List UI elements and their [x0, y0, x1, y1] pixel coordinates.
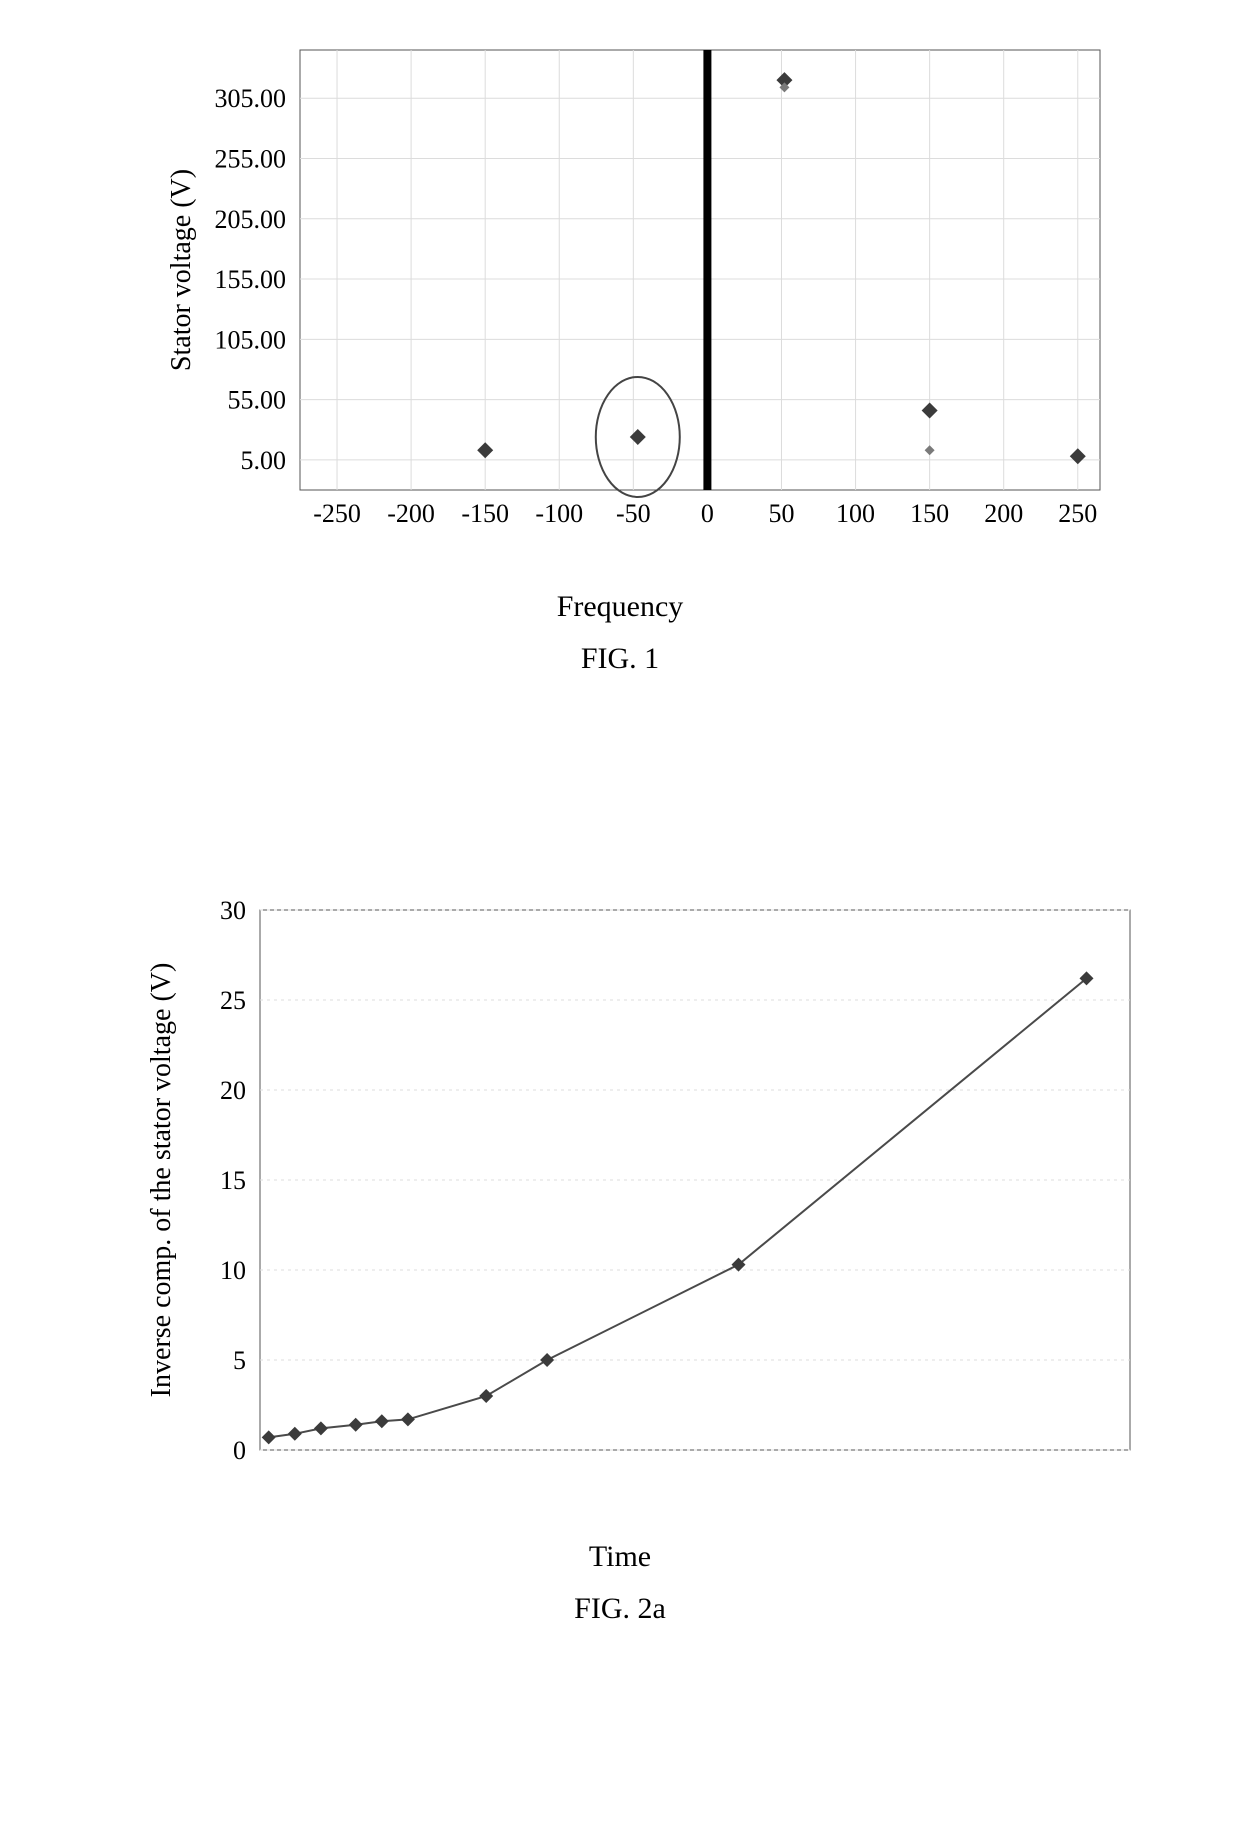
ytick-label: 305.00	[215, 84, 287, 113]
ytick-label: 10	[220, 1256, 246, 1285]
figure-1: -250 -200 -150 -100 -50 0 50 100 150 200 250 5.00 55…	[80, 40, 1160, 660]
fig1-xlabel: Frequency	[80, 590, 1160, 624]
xtick-label: 0	[701, 499, 714, 528]
ytick-label: 105.00	[215, 325, 287, 354]
xtick-label: -250	[313, 499, 361, 528]
ytick-label: 5.00	[241, 446, 287, 475]
xtick-label: -150	[461, 499, 509, 528]
ytick-label: 155.00	[215, 265, 287, 294]
ytick-label: 30	[220, 900, 246, 925]
xtick-label: 50	[768, 499, 794, 528]
fig2a-chart: 0 5 10 15 20 25 30 Inverse comp. of the stator …	[80, 900, 1160, 1530]
xtick-label: 150	[910, 499, 949, 528]
plot-area	[300, 50, 1100, 490]
xtick-label: 250	[1058, 499, 1097, 528]
xtick-label: 100	[836, 499, 875, 528]
ytick-label: 255.00	[215, 144, 287, 173]
fig1-caption: FIG. 1	[80, 642, 1160, 676]
xtick-label: 200	[984, 499, 1023, 528]
figure-2a: 0 5 10 15 20 25 30 Inverse comp. of the stator …	[80, 900, 1160, 1620]
ytick-label: 20	[220, 1076, 246, 1105]
fig2a-ylabel: Inverse comp. of the stator voltage (V)	[146, 963, 177, 1398]
ytick-label: 0	[233, 1436, 246, 1465]
xtick-label: -100	[535, 499, 583, 528]
fig1-ylabel: Stator voltage (V)	[166, 169, 197, 371]
xtick-label: -50	[616, 499, 651, 528]
fig1-chart: -250 -200 -150 -100 -50 0 50 100 150 200 250 5.00 55…	[80, 40, 1160, 580]
ytick-label: 55.00	[228, 386, 287, 415]
ytick-label: 5	[233, 1346, 246, 1375]
ytick-label: 205.00	[215, 205, 287, 234]
fig2a-caption: FIG. 2a	[80, 1592, 1160, 1626]
xtick-label: -200	[387, 499, 435, 528]
fig2a-xlabel: Time	[80, 1540, 1160, 1574]
ytick-label: 25	[220, 986, 246, 1015]
ytick-label: 15	[220, 1166, 246, 1195]
